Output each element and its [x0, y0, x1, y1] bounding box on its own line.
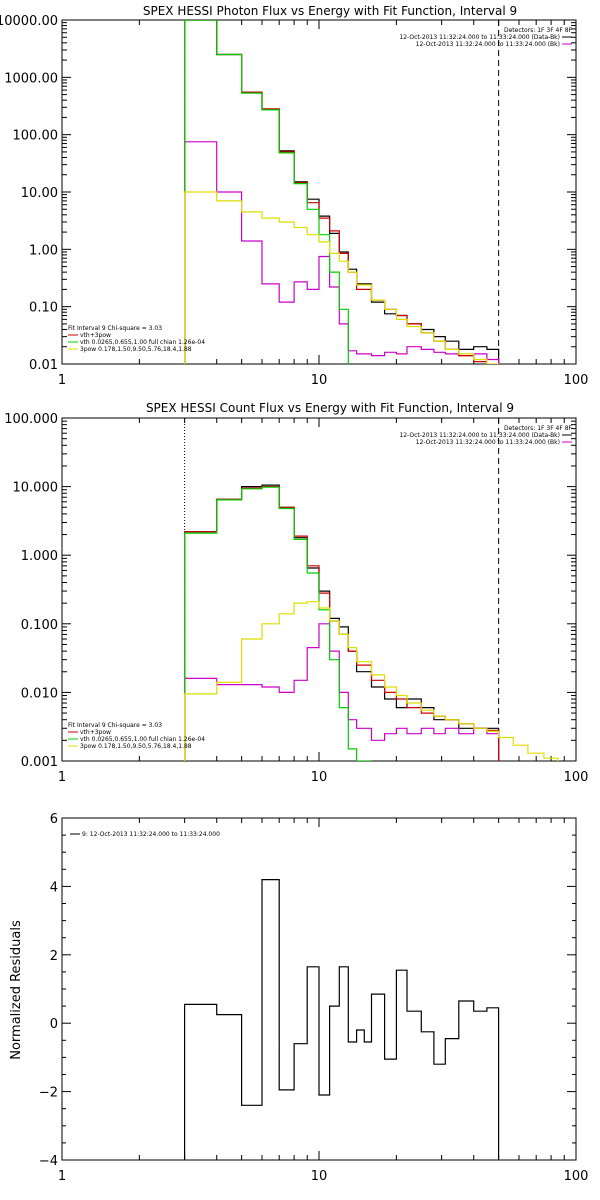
series-line-vth-3pow	[184, 486, 500, 761]
legend-label: Detectors: 1F 3F 4F 8F	[504, 27, 573, 34]
y-tick-label: 2	[50, 949, 58, 964]
y-tick-label: 4	[50, 880, 58, 895]
y-tick-label: 0.01	[29, 358, 58, 373]
y-tick-label: 1000.00	[4, 71, 58, 86]
y-tick-label: 100.000	[4, 412, 58, 427]
x-tick-label: 10	[311, 1169, 328, 1184]
x-tick-label: 10	[311, 770, 328, 785]
y-tick-label: 0.010	[21, 686, 58, 701]
x-tick-label: 100	[564, 1169, 589, 1184]
y-tick-label: 10.00	[21, 186, 58, 201]
legend-label: vth+3pow	[80, 729, 111, 736]
x-tick-label: 100	[564, 770, 589, 785]
x-tick-label: 100	[564, 373, 589, 388]
legend-label: 12-Oct-2013 11:32:24.000 to 11:33:24.000…	[399, 432, 560, 439]
legend-label: Fit Interval 9 Chi-square = 3.03	[68, 325, 162, 332]
y-tick-label: −4	[39, 1154, 58, 1169]
legend-label: 3pow 0.178,1.50,9.50,5.76,18.4,1.88	[80, 743, 192, 750]
legend-label: 9: 12-Oct-2013 11:32:24.000 to 11:33:24.…	[82, 831, 220, 838]
y-tick-label: 10.000	[13, 481, 59, 496]
y-tick-label: 0.100	[21, 618, 58, 633]
photon-flux-panel: SPEX HESSI Photon Flux vs Energy with Fi…	[0, 4, 588, 388]
y-tick-label: 1.00	[29, 243, 58, 258]
series-line-3pow	[184, 191, 500, 364]
legend-label: vth 0.0265,0.655,1.00 full chian 1.26e-0…	[80, 736, 205, 743]
y-tick-label: −2	[39, 1086, 58, 1101]
y-tick-label: 0	[50, 1017, 58, 1032]
y-tick-label: 100.00	[13, 129, 59, 144]
x-tick-label: 1	[58, 770, 66, 785]
y-tick-label: 0.001	[21, 755, 58, 770]
x-tick-label: 10	[311, 373, 328, 388]
legend-label: 12-Oct-2013 11:32:24.000 to 11:33:24.000…	[399, 34, 560, 41]
x-tick-label: 1	[58, 373, 66, 388]
residuals-plot-area: 1 10 100 −4 −2 0 2 4 6	[39, 812, 589, 1184]
series-line-data-bk	[184, 20, 500, 364]
series-line-bk	[184, 623, 500, 761]
legend-label: Fit Interval 9 Chi-square = 3.03	[68, 722, 162, 729]
residuals-y-axis-label: Normalized Residuals	[9, 920, 24, 1060]
series-line-vth	[184, 20, 358, 364]
photon-flux-title: SPEX HESSI Photon Flux vs Energy with Fi…	[143, 4, 517, 18]
series-line-data-bk	[184, 484, 500, 761]
residuals-panel: Normalized Residuals 1 10 100 −4 −2 0 2 4 6 9: 1…	[9, 812, 588, 1184]
y-tick-label: 0.10	[29, 301, 58, 316]
series-line-vth	[184, 486, 372, 761]
legend-label: 12-Oct-2013 11:32:24.000 to 11:33:24.000…	[416, 41, 560, 48]
legend-label: 3pow 0.178,1.50,9.50,5.76,18.4,1.88	[80, 346, 192, 353]
count-flux-title: SPEX HESSI Count Flux vs Energy with Fit…	[146, 401, 514, 415]
series-line-bk	[184, 141, 500, 364]
legend-label: Detectors: 1F 3F 4F 8F	[504, 425, 573, 432]
y-tick-label: 1.000	[21, 549, 58, 564]
series-line-vth-3pow	[184, 20, 500, 364]
y-tick-label: 6	[50, 812, 58, 827]
legend-label: vth 0.0265,0.655,1.00 full chian 1.26e-0…	[80, 339, 205, 346]
legend-label: vth+3pow	[80, 332, 111, 339]
x-tick-label: 1	[58, 1169, 66, 1184]
legend-label: 12-Oct-2013 11:32:24.000 to 11:33:24.000…	[416, 439, 560, 446]
count-flux-plot-area: 1 10 100 0.001 0.010 0.100 1.000 10.000 100.000	[4, 412, 588, 785]
residuals-legend: 9: 12-Oct-2013 11:32:24.000 to 11:33:24.…	[70, 831, 220, 838]
series-line-residual	[184, 879, 500, 1160]
y-tick-label: 10000.00	[0, 14, 58, 29]
count-flux-panel: SPEX HESSI Count Flux vs Energy with Fit…	[4, 401, 588, 785]
photon-flux-plot-area: 1 10 100 0.01 0.10 1.00 10.00 100.00 1000.00 1000…	[0, 14, 588, 388]
series-line-3pow	[184, 601, 559, 761]
